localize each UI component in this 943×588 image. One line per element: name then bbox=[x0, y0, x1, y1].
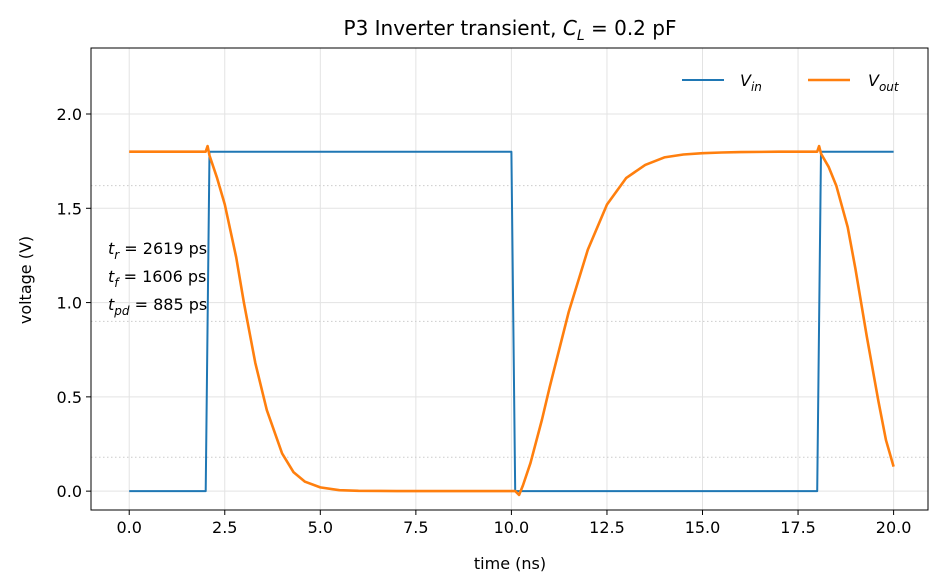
y-tick-label: 2.0 bbox=[57, 105, 82, 124]
y-tick-label: 0.5 bbox=[57, 388, 82, 407]
annotation-r: tr = 2619 ps bbox=[108, 239, 207, 262]
y-axis-ticks: 0.0 0.5 1.0 1.5 2.0 bbox=[57, 105, 91, 501]
legend-label: Vout bbox=[868, 71, 900, 94]
legend-item-in: Vin bbox=[682, 71, 762, 94]
x-tick-label: 0.0 bbox=[116, 518, 141, 537]
x-tick-label: 2.5 bbox=[212, 518, 237, 537]
x-axis-ticks: 0.0 2.5 5.0 7.5 10.0 12.5 15.0 17.5 20.0 bbox=[116, 510, 911, 537]
x-tick-label: 12.5 bbox=[589, 518, 625, 537]
plot-frame bbox=[90, 47, 929, 511]
x-tick-label: 17.5 bbox=[780, 518, 816, 537]
series-line-in bbox=[129, 150, 894, 493]
reference-levels bbox=[91, 185, 928, 458]
x-tick-label: 7.5 bbox=[403, 518, 428, 537]
legend-label: Vin bbox=[740, 71, 762, 94]
annotation-f: tf = 1606 ps bbox=[108, 267, 206, 290]
legend: Vin Vout bbox=[682, 71, 900, 94]
series-line-out bbox=[129, 144, 895, 497]
y-tick-label: 1.0 bbox=[57, 294, 82, 313]
y-tick-label: 1.5 bbox=[57, 199, 82, 218]
grid bbox=[91, 48, 928, 510]
series-lines bbox=[129, 144, 895, 497]
legend-item-out: Vout bbox=[808, 71, 900, 94]
y-axis-label: voltage (V) bbox=[16, 236, 35, 324]
annotation-pd: tpd = 885 ps bbox=[108, 295, 207, 318]
x-tick-label: 20.0 bbox=[876, 518, 912, 537]
y-tick-label: 0.0 bbox=[57, 482, 82, 501]
chart-title: P3 Inverter transient, CL = 0.2 pF bbox=[344, 16, 677, 44]
x-tick-label: 10.0 bbox=[494, 518, 530, 537]
x-tick-label: 5.0 bbox=[308, 518, 333, 537]
x-tick-label: 15.0 bbox=[685, 518, 721, 537]
x-axis-label: time (ns) bbox=[474, 554, 546, 573]
timing-annotations: tr = 2619 ps tf = 1606 ps tpd = 885 ps bbox=[108, 239, 207, 318]
